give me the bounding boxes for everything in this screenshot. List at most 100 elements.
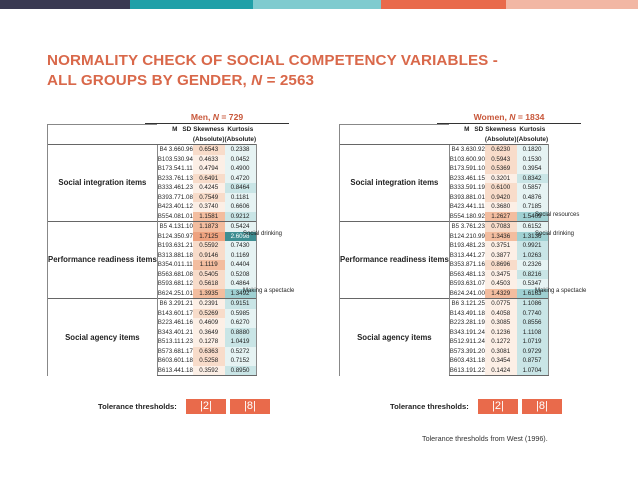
item-code: B51 (448, 337, 461, 347)
sd: 1.18 (180, 365, 193, 376)
item-code: B39 (448, 192, 461, 202)
sd: 1.10 (180, 221, 193, 232)
kurtosis: 0.0452 (224, 154, 257, 164)
item-code: B17 (448, 164, 461, 174)
skewness: 0.6100 (484, 183, 517, 193)
kurtosis: 0.4876 (516, 192, 549, 202)
header-m: M (172, 125, 178, 133)
item-code: B5 (156, 221, 169, 232)
sd: 1.22 (472, 365, 485, 376)
item-code: B6 (448, 298, 461, 309)
tolerance-kurt-men: |8| (230, 399, 270, 414)
skewness: 1.1581 (192, 211, 225, 222)
kurtosis: 0.3954 (516, 164, 549, 174)
mean: 3.46 (460, 174, 473, 182)
kurtosis: 0.7152 (224, 356, 257, 366)
table-row: B14 3.60 1.17 0.5269 0.5985 (48, 308, 257, 318)
mean: 3.40 (168, 328, 181, 336)
table-row: Performance readiness items B5 3.76 1.23 0.7… (339, 221, 549, 299)
mean: 3.48 (460, 270, 473, 278)
table-row: B61 3.44 1.18 0.3592 0.8950 (48, 365, 257, 376)
item-code: B19 (448, 241, 461, 251)
tolerance-label-women: Tolerance thresholds: (390, 402, 469, 411)
mean: 3.44 (460, 203, 473, 210)
sd: 1.23 (180, 184, 193, 191)
item-code: B23 (156, 173, 169, 183)
item-code: B12 (156, 231, 169, 241)
sd: 0.96 (180, 144, 193, 155)
skewness: 0.7083 (484, 221, 517, 232)
item-code: B6 (156, 298, 169, 309)
item-code: B14 (156, 308, 169, 318)
kurtosis: 0.4900 (224, 164, 257, 174)
mean: 3.76 (460, 221, 473, 232)
skewness: 1.1119 (192, 260, 225, 270)
item-code: B61 (156, 365, 169, 376)
men-table: M SD Skewness Kurtosis (Absolute) (Absolute) S… (47, 124, 257, 376)
sd: 1.10 (472, 165, 485, 172)
skewness: 0.6491 (192, 173, 225, 183)
table-row: B56 3.48 1.13 0.3475 0.8216 (340, 269, 549, 279)
sd: 1.18 (472, 357, 485, 364)
sd: 1.15 (472, 174, 485, 182)
kurtosis: 0.5985 (224, 308, 257, 318)
kurtosis: 0.1181 (224, 192, 257, 202)
item-code: B62 (156, 288, 169, 299)
item-code: B10 (156, 154, 169, 164)
skewness: 0.3454 (484, 356, 517, 366)
kurtosis: 0.6606 (224, 202, 257, 212)
table-row: B57 3.39 1.20 0.3081 0.9729 (340, 346, 549, 356)
item-code: B33 (448, 183, 461, 193)
kurtosis: 1.0419 (224, 337, 257, 347)
kurtosis: 0.8556 (516, 318, 549, 328)
kurtosis: 0.8757 (516, 356, 549, 366)
item-code: B55 (448, 211, 461, 222)
sd: 1.00 (472, 289, 485, 297)
color-bar-segment (506, 0, 638, 9)
skewness: 0.5405 (192, 269, 225, 279)
skewness: 0.3081 (484, 346, 517, 356)
header-sd: SD (182, 125, 192, 133)
sd: 0.97 (180, 232, 193, 240)
group-label: Performance readiness items (47, 221, 158, 299)
skewness: 0.1236 (484, 327, 517, 337)
table-row: B34 3.40 1.21 0.3649 0.8880 (48, 327, 257, 337)
mean: 3.49 (460, 309, 473, 317)
kurtosis: 1.3492 (224, 288, 257, 299)
women-table: M SD Skewness Kurtosis (Absolute) (Absolute) S… (339, 124, 549, 376)
skewness: 0.3751 (484, 241, 517, 251)
color-bar-segment (130, 0, 253, 9)
sd: 1.25 (472, 298, 485, 309)
skewness: 0.4503 (484, 279, 517, 289)
skewness: 0.4633 (192, 154, 225, 164)
kurtosis: 0.9151 (224, 298, 257, 309)
header-m: M (464, 125, 470, 133)
table-row: B55 4.18 0.92 1.2627 1.5409 (340, 211, 549, 222)
table-row: B10 3.53 0.94 0.4633 0.0452 (48, 154, 257, 164)
kurtosis: 0.5208 (224, 269, 257, 279)
item-code: B56 (448, 269, 461, 279)
skewness: 0.2391 (192, 298, 225, 309)
table-row: B39 3.88 1.01 0.9420 0.4876 (340, 192, 549, 202)
item-code: B42 (448, 202, 461, 212)
skewness: 0.0775 (484, 298, 517, 309)
header-absolute: (Absolute) (224, 135, 257, 143)
mean: 3.19 (460, 365, 473, 376)
item-code: B19 (156, 241, 169, 251)
item-code: B14 (448, 308, 461, 318)
sd: 0.99 (472, 232, 485, 240)
sd: 1.24 (472, 328, 485, 336)
item-code: B10 (448, 154, 461, 164)
skewness: 0.5369 (484, 164, 517, 174)
kurtosis: 0.1530 (516, 154, 549, 164)
sd: 1.07 (472, 280, 485, 287)
table-row: B23 3.76 1.13 0.6491 0.4720 (48, 173, 257, 183)
kurtosis: 0.7430 (224, 241, 257, 251)
kurtosis: 0.5272 (224, 346, 257, 356)
kurtosis: 0.5347 (516, 279, 549, 289)
item-code: B4 (448, 144, 461, 155)
kurtosis: 0.1169 (224, 250, 257, 260)
mean: 3.11 (169, 338, 181, 345)
item-code: B31 (156, 250, 169, 260)
color-bar-segment (253, 0, 381, 9)
